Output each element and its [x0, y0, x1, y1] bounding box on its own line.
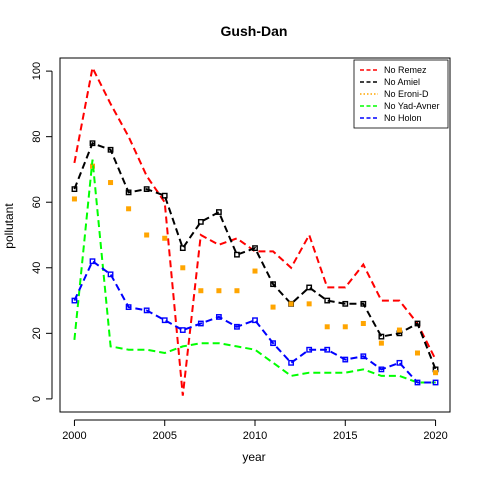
data-point — [414, 350, 420, 356]
x-tick-label: 2020 — [423, 430, 447, 442]
data-point — [342, 324, 348, 330]
data-point — [378, 366, 385, 373]
data-point — [71, 186, 78, 193]
data-point — [288, 359, 295, 366]
data-point — [360, 353, 367, 360]
series-layer — [71, 64, 439, 396]
data-point — [360, 320, 366, 326]
data-point — [197, 218, 204, 225]
data-point — [270, 340, 276, 347]
data-point — [197, 320, 204, 327]
y-tick-label: 20 — [31, 327, 43, 339]
data-point — [270, 281, 276, 288]
data-point — [198, 288, 204, 294]
x-tick-label: 2000 — [62, 430, 86, 442]
legend-label: No Holon — [384, 113, 422, 123]
data-point — [270, 304, 276, 310]
y-tick-label: 100 — [31, 62, 43, 80]
data-point — [180, 265, 186, 271]
data-point — [126, 206, 132, 212]
data-point — [378, 340, 384, 346]
y-tick-label: 60 — [31, 196, 43, 208]
legend-label: No Eroni-D — [384, 89, 429, 99]
data-point — [143, 307, 150, 314]
data-point — [89, 258, 96, 265]
data-point — [215, 209, 222, 215]
data-point — [71, 196, 77, 202]
legend-box — [353, 59, 449, 129]
data-point — [162, 235, 168, 241]
plot-area-frame — [59, 57, 451, 413]
data-point — [342, 300, 349, 307]
data-point — [234, 323, 240, 330]
data-point — [306, 284, 313, 291]
data-point — [234, 288, 240, 294]
y-tick-label: 40 — [31, 262, 43, 274]
data-point — [125, 304, 132, 311]
y-axis-label: pollutant — [2, 203, 16, 249]
data-point — [143, 186, 150, 193]
x-tick-label: 2005 — [152, 430, 176, 442]
data-point — [306, 301, 312, 307]
data-point — [252, 317, 258, 324]
data-point — [288, 301, 294, 307]
y-tick-label: 0 — [31, 396, 43, 402]
data-point — [324, 324, 330, 330]
series-no-holon — [71, 258, 439, 386]
data-point — [414, 379, 421, 386]
data-point — [306, 346, 313, 353]
series-line — [73, 141, 437, 370]
data-point — [179, 327, 186, 333]
x-axis-label: year — [242, 450, 265, 464]
data-point — [378, 333, 385, 340]
data-point — [396, 359, 403, 366]
legend-label: No Yad-Avner — [384, 101, 440, 111]
data-point — [414, 320, 421, 327]
data-point — [108, 180, 114, 186]
data-point — [234, 251, 240, 258]
legend: No Remez No Amiel No Eroni-D No Yad-Avner No… — [353, 59, 449, 129]
series-line — [73, 64, 437, 396]
data-point — [89, 140, 96, 147]
series-no-eroni-d — [71, 163, 439, 376]
data-point — [342, 356, 349, 363]
data-point — [125, 189, 132, 196]
data-point — [360, 300, 367, 307]
data-point — [252, 268, 258, 274]
data-point — [107, 271, 114, 278]
x-tick-label: 2010 — [243, 430, 267, 442]
data-point — [107, 146, 114, 153]
x-tick-label: 2015 — [333, 430, 357, 442]
data-point — [161, 192, 168, 199]
data-point — [215, 314, 222, 320]
data-point — [252, 245, 258, 252]
y-tick-label: 80 — [31, 131, 43, 143]
data-point — [324, 297, 331, 304]
data-point — [161, 317, 168, 324]
data-point — [324, 346, 331, 353]
data-point — [432, 379, 439, 386]
axes-group: 2000 2005 2010 2015 2020 0 20 40 60 80 100 — [31, 62, 448, 442]
data-point — [433, 370, 439, 376]
data-point — [396, 327, 402, 333]
legend-label: No Remez — [384, 65, 427, 75]
data-point — [216, 288, 222, 294]
data-point — [71, 297, 78, 304]
legend-label: No Amiel — [384, 77, 420, 87]
data-point — [144, 232, 150, 238]
series-line — [73, 259, 436, 384]
series-no-remez — [73, 64, 437, 396]
data-point — [179, 245, 186, 252]
chart-title: Gush-Dan — [221, 23, 288, 39]
